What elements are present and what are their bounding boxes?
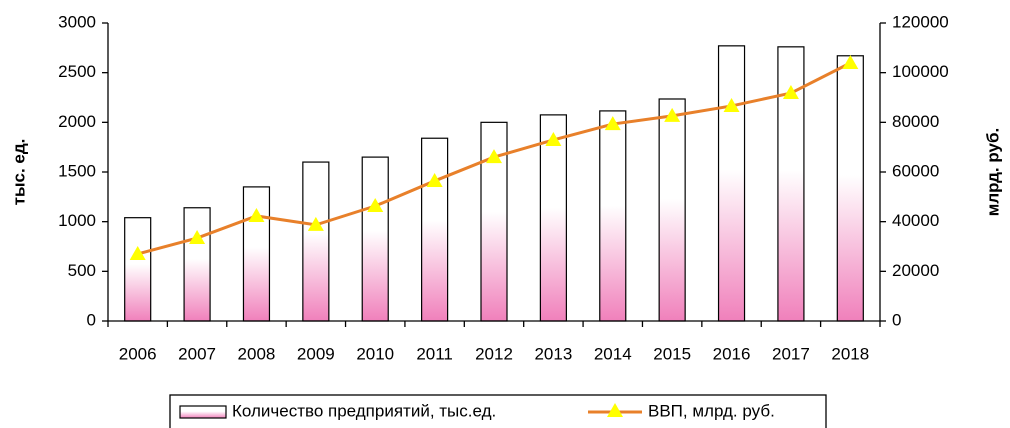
bar <box>361 156 389 322</box>
x-tick-label: 2010 <box>356 344 394 363</box>
line-marker <box>248 207 265 222</box>
y2-tick-label: 120000 <box>892 12 949 31</box>
line-marker <box>189 230 206 245</box>
bar <box>302 161 330 322</box>
y-tick-label: 1500 <box>58 161 96 180</box>
legend-box <box>169 394 827 428</box>
x-tick-label: 2015 <box>653 344 691 363</box>
y-tick-label: 3000 <box>58 12 96 31</box>
x-tick-label: 2012 <box>475 344 513 363</box>
line-marker <box>723 97 740 112</box>
x-tick-label: 2008 <box>238 344 276 363</box>
line-marker <box>604 116 621 131</box>
line-marker <box>545 131 562 146</box>
bar <box>836 55 864 322</box>
y-tick-label: 1000 <box>58 211 96 230</box>
x-tick-label: 2007 <box>178 344 216 363</box>
legend-label: Количество предприятий, тыс.ед. <box>232 401 496 420</box>
bar <box>124 217 152 322</box>
x-tick-label: 2009 <box>297 344 335 363</box>
y2-tick-label: 20000 <box>892 261 939 280</box>
bar <box>242 186 271 322</box>
y-tick-label: 2500 <box>58 62 96 81</box>
x-tick-label: 2014 <box>594 344 632 363</box>
x-tick-label: 2006 <box>119 344 157 363</box>
bar <box>599 110 627 322</box>
line-marker <box>307 216 324 231</box>
legend-label: ВВП, млрд. руб. <box>648 401 775 420</box>
y-tick-label: 500 <box>68 261 96 280</box>
line-marker <box>367 198 384 213</box>
y2-tick-label: 0 <box>892 310 901 329</box>
y2-tick-label: 100000 <box>892 62 949 81</box>
line-marker <box>607 403 623 417</box>
line-marker <box>842 54 859 69</box>
legend-swatch <box>179 405 227 419</box>
bar <box>421 137 449 322</box>
bar <box>717 45 746 322</box>
line-marker <box>664 107 681 122</box>
y2-tick-label: 60000 <box>892 161 939 180</box>
y2-tick-label: 80000 <box>892 112 939 131</box>
x-tick-label: 2016 <box>713 344 751 363</box>
y-tick-label: 0 <box>87 310 96 329</box>
line-marker <box>782 85 799 100</box>
y-tick-label: 2000 <box>58 112 96 131</box>
y2-tick-label: 40000 <box>892 211 939 230</box>
line-marker <box>486 149 502 164</box>
y-axis-label: тыс. ед. <box>9 139 28 206</box>
x-tick-label: 2017 <box>772 344 810 363</box>
bar <box>183 207 211 322</box>
x-tick-label: 2018 <box>831 344 869 363</box>
y2-axis-label: млрд. руб. <box>983 128 1002 216</box>
line-marker <box>426 172 443 187</box>
line-marker <box>129 245 146 260</box>
x-tick-label: 2013 <box>534 344 572 363</box>
x-tick-label: 2011 <box>416 344 453 363</box>
bar <box>539 114 567 322</box>
bar <box>658 98 686 322</box>
